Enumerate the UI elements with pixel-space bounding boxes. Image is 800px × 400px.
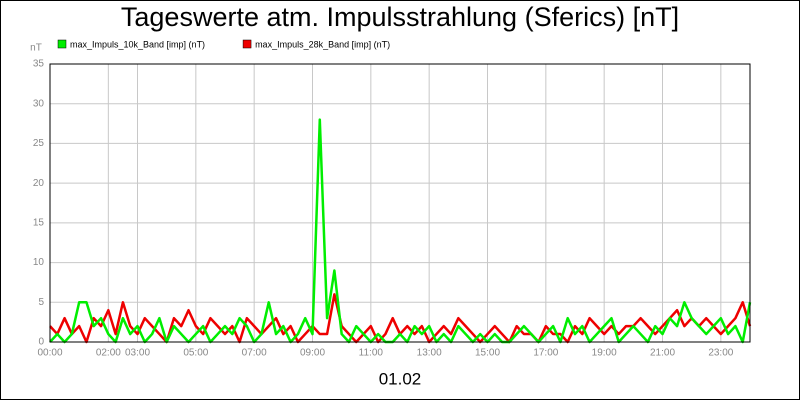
y-tick-label: 0 [38, 337, 44, 348]
x-tick-label: 09:00 [300, 348, 325, 359]
x-tick-label: 13:00 [417, 348, 442, 359]
legend-label: max_Impuls_28k_Band [imp] (nT) [255, 39, 390, 49]
x-tick-label: 02:00 [96, 348, 121, 359]
y-tick-label: 30 [33, 98, 45, 109]
x-tick-label: 05:00 [183, 348, 208, 359]
y-tick-label: 10 [33, 257, 45, 268]
x-tick-label: 00:00 [37, 348, 62, 359]
x-tick-label: 19:00 [592, 348, 617, 359]
chart-title: Tageswerte atm. Impulsstrahlung (Sferics… [121, 2, 679, 32]
y-tick-label: 35 [33, 59, 45, 70]
grid [49, 63, 750, 343]
x-tick-label: 15:00 [475, 348, 500, 359]
y-tick-label: 25 [33, 138, 45, 149]
legend-label: max_Impuls_10k_Band [imp] (nT) [70, 39, 205, 49]
x-tick-label: 03:00 [125, 348, 150, 359]
x-tick-label: 17:00 [533, 348, 558, 359]
y-axis-label: nT [30, 43, 42, 54]
legend-swatch [57, 39, 67, 49]
legend: max_Impuls_10k_Band [imp] (nT) max_Impuls… [57, 39, 390, 49]
x-tick-label: 11:00 [359, 348, 384, 359]
y-tick-label: 15 [33, 217, 45, 228]
legend-swatch [242, 39, 252, 49]
x-tick-label: 23:00 [708, 348, 733, 359]
x-tick-label: 21:00 [650, 348, 675, 359]
x-axis-label: 01.02 [379, 369, 422, 388]
y-tick-label: 20 [33, 178, 45, 189]
plot-border [49, 63, 751, 343]
x-tick-label: 07:00 [242, 348, 267, 359]
y-tick-label: 5 [38, 297, 44, 308]
